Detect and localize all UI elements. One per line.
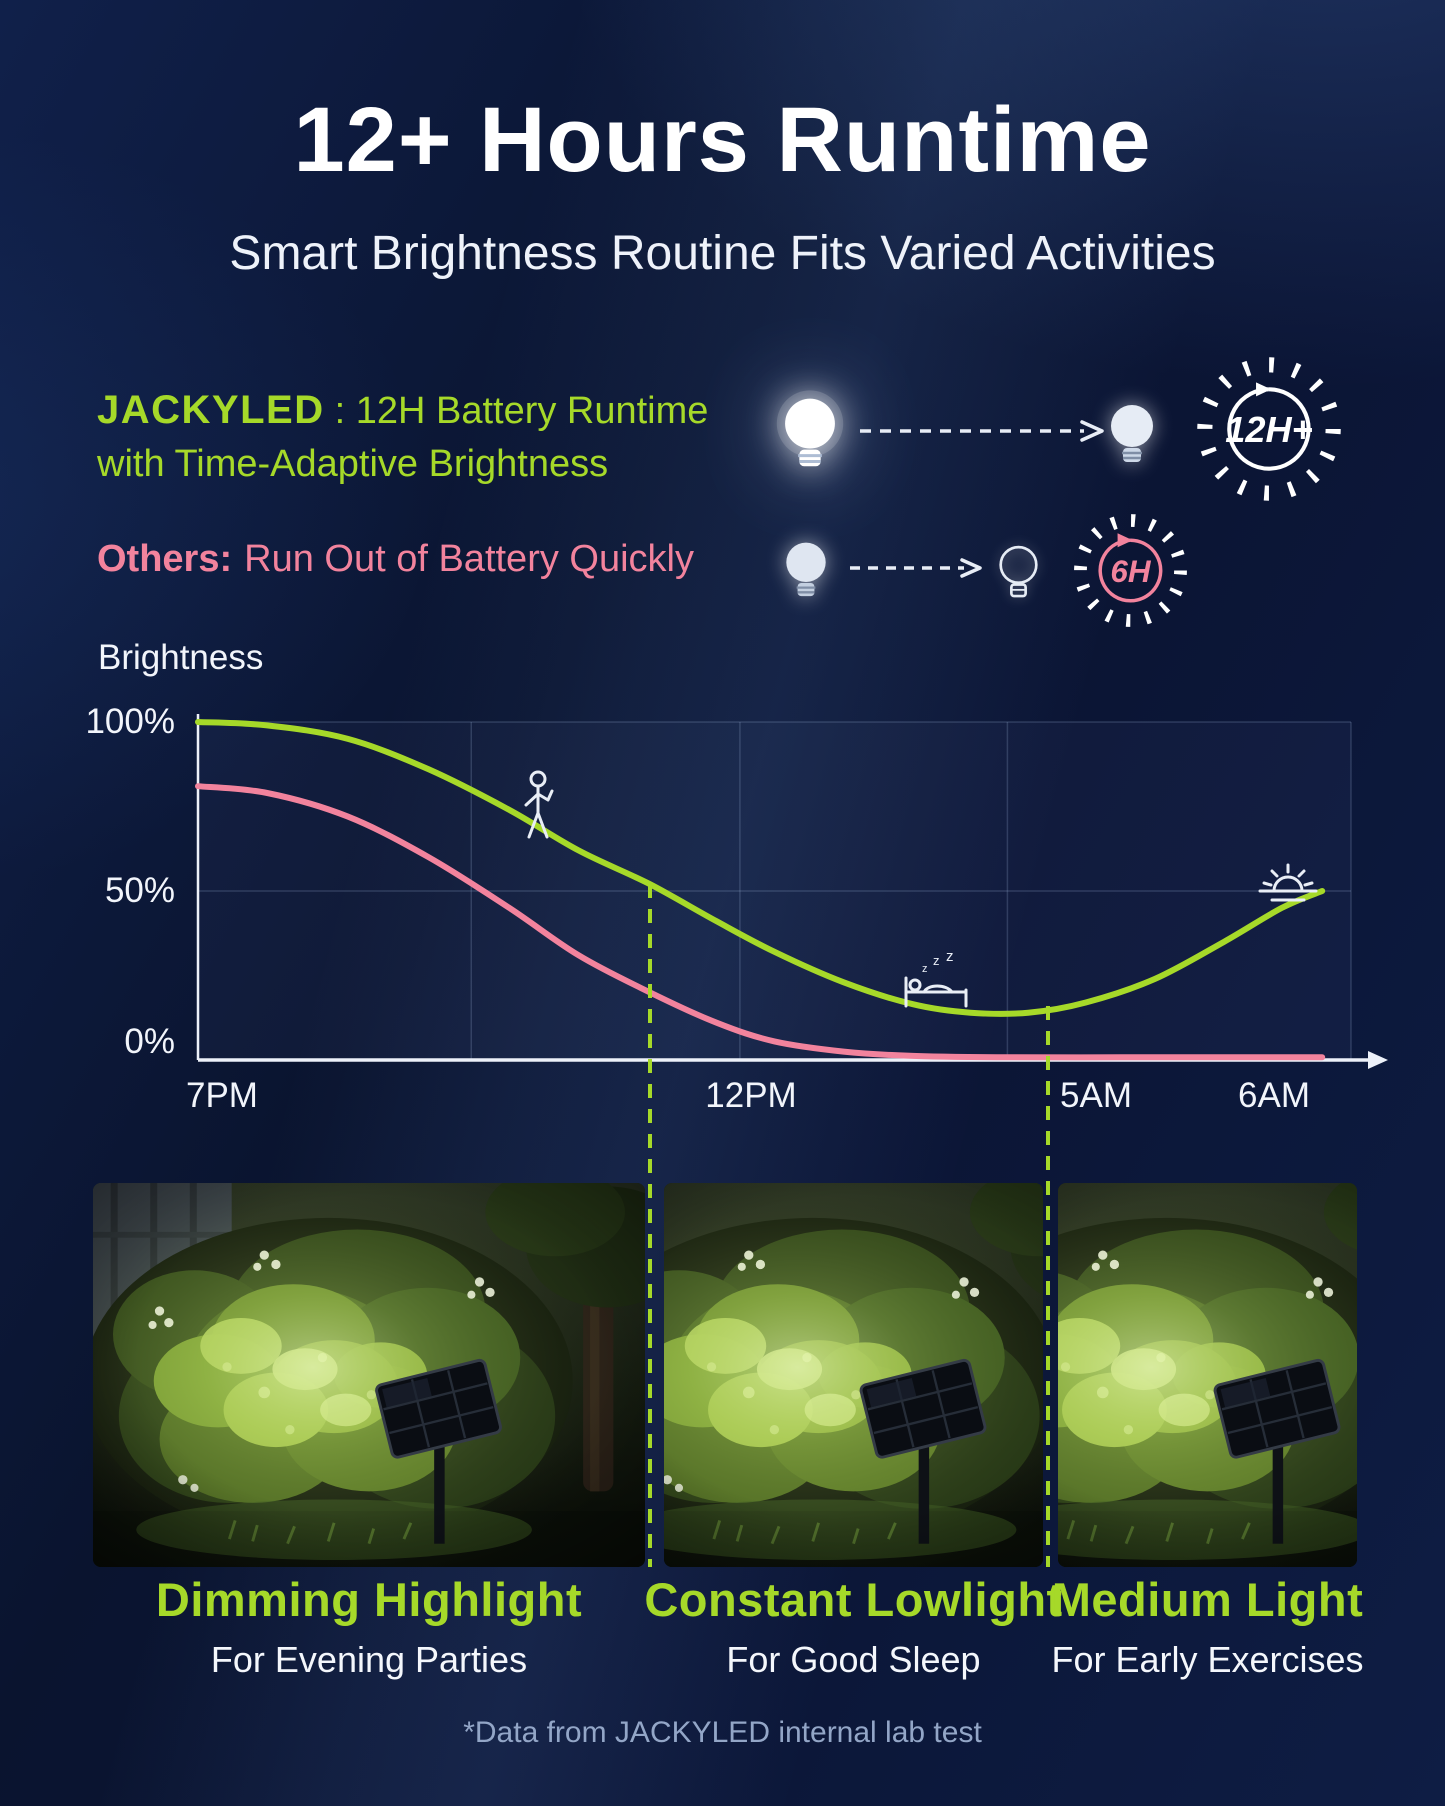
garden-photo-illustration	[93, 1183, 645, 1567]
bulb-bright-icon	[776, 390, 844, 467]
caption-subtitle: For Early Exercises	[1051, 1639, 1364, 1680]
x-tick-12pm: 12PM	[705, 1076, 797, 1115]
sleeping-bed-icon: z z z	[900, 948, 972, 1019]
vignette	[664, 1183, 1043, 1567]
chart-photo-divider-line	[1046, 1005, 1050, 1567]
caption-title: Dimming Highlight	[155, 1573, 583, 1626]
bulb-dim-icon	[786, 542, 826, 597]
vignette	[1058, 1183, 1357, 1567]
garden-photo	[664, 1183, 1043, 1567]
bulb-dim-icon	[1111, 405, 1153, 462]
clock-ring-6h-badge: 6H	[1074, 514, 1187, 627]
caption-early-exercises: Medium Light For Early Exercises	[1051, 1572, 1363, 1681]
others-brand: Others:	[97, 538, 233, 580]
bulb-outline-icon	[999, 545, 1038, 598]
vignette	[93, 1183, 645, 1567]
jackyled-claim-line2: with Time-Adaptive Brightness	[97, 443, 609, 485]
chart-photo-divider-line	[648, 884, 652, 1567]
jackyled-claim-text: JACKYLED: 12H Battery Runtime with Time-…	[97, 384, 708, 491]
y-tick-50: 50%	[104, 871, 175, 910]
x-tick-5am: 5AM	[1060, 1076, 1132, 1115]
caption-subtitle: For Good Sleep	[726, 1639, 981, 1680]
series-line-jackyled	[195, 719, 1326, 1017]
caption-evening-parties: Dimming Highlight For Evening Parties	[93, 1572, 645, 1681]
page-title: 12+ Hours Runtime	[293, 89, 1152, 191]
caption-subtitle: For Evening Parties	[210, 1639, 528, 1680]
badge-12h-label: 12H+	[1225, 409, 1312, 450]
walking-person-icon	[512, 769, 564, 848]
x-tick-6am: 6AM	[1238, 1076, 1310, 1115]
y-tick-0: 0%	[124, 1022, 175, 1061]
sunrise-icon	[1258, 857, 1318, 910]
data-source-footnote: *Data from JACKYLED internal lab test	[463, 1716, 982, 1749]
caption-title: Medium Light	[1051, 1573, 1364, 1626]
x-axis-arrowhead	[1368, 1051, 1388, 1069]
dashed-arrow-icon	[850, 558, 982, 578]
caption-good-sleep: Constant Lowlight For Good Sleep	[644, 1572, 1062, 1681]
garden-photo	[93, 1183, 645, 1567]
jackyled-brand: JACKYLED	[97, 388, 325, 432]
y-tick-100: 100%	[85, 702, 175, 741]
garden-photo-illustration	[1058, 1183, 1357, 1567]
garden-photo	[1058, 1183, 1357, 1567]
garden-photo-illustration	[664, 1183, 1043, 1567]
dashed-arrow-icon	[860, 420, 1104, 442]
caption-title: Constant Lowlight	[644, 1573, 1063, 1626]
badge-6h-label: 6H	[1110, 554, 1151, 589]
plot-area	[198, 722, 1351, 1060]
series-line-others	[195, 783, 1326, 1061]
clock-ring-12h-badge: 12H+	[1197, 357, 1341, 501]
brightness-chart-svg	[195, 714, 1388, 1069]
others-claim-text: Others: Run Out of Battery Quickly	[97, 538, 694, 581]
x-tick-7pm: 7PM	[186, 1076, 258, 1115]
page-subtitle: Smart Brightness Routine Fits Varied Act…	[229, 227, 1216, 280]
others-claim-line: Run Out of Battery Quickly	[244, 538, 694, 580]
svg-text:z: z	[933, 953, 940, 968]
chart-axis-title: Brightness	[98, 638, 264, 677]
svg-text:z: z	[922, 963, 928, 975]
svg-text:z: z	[946, 948, 954, 965]
jackyled-claim-line1: : 12H Battery Runtime	[334, 390, 709, 432]
